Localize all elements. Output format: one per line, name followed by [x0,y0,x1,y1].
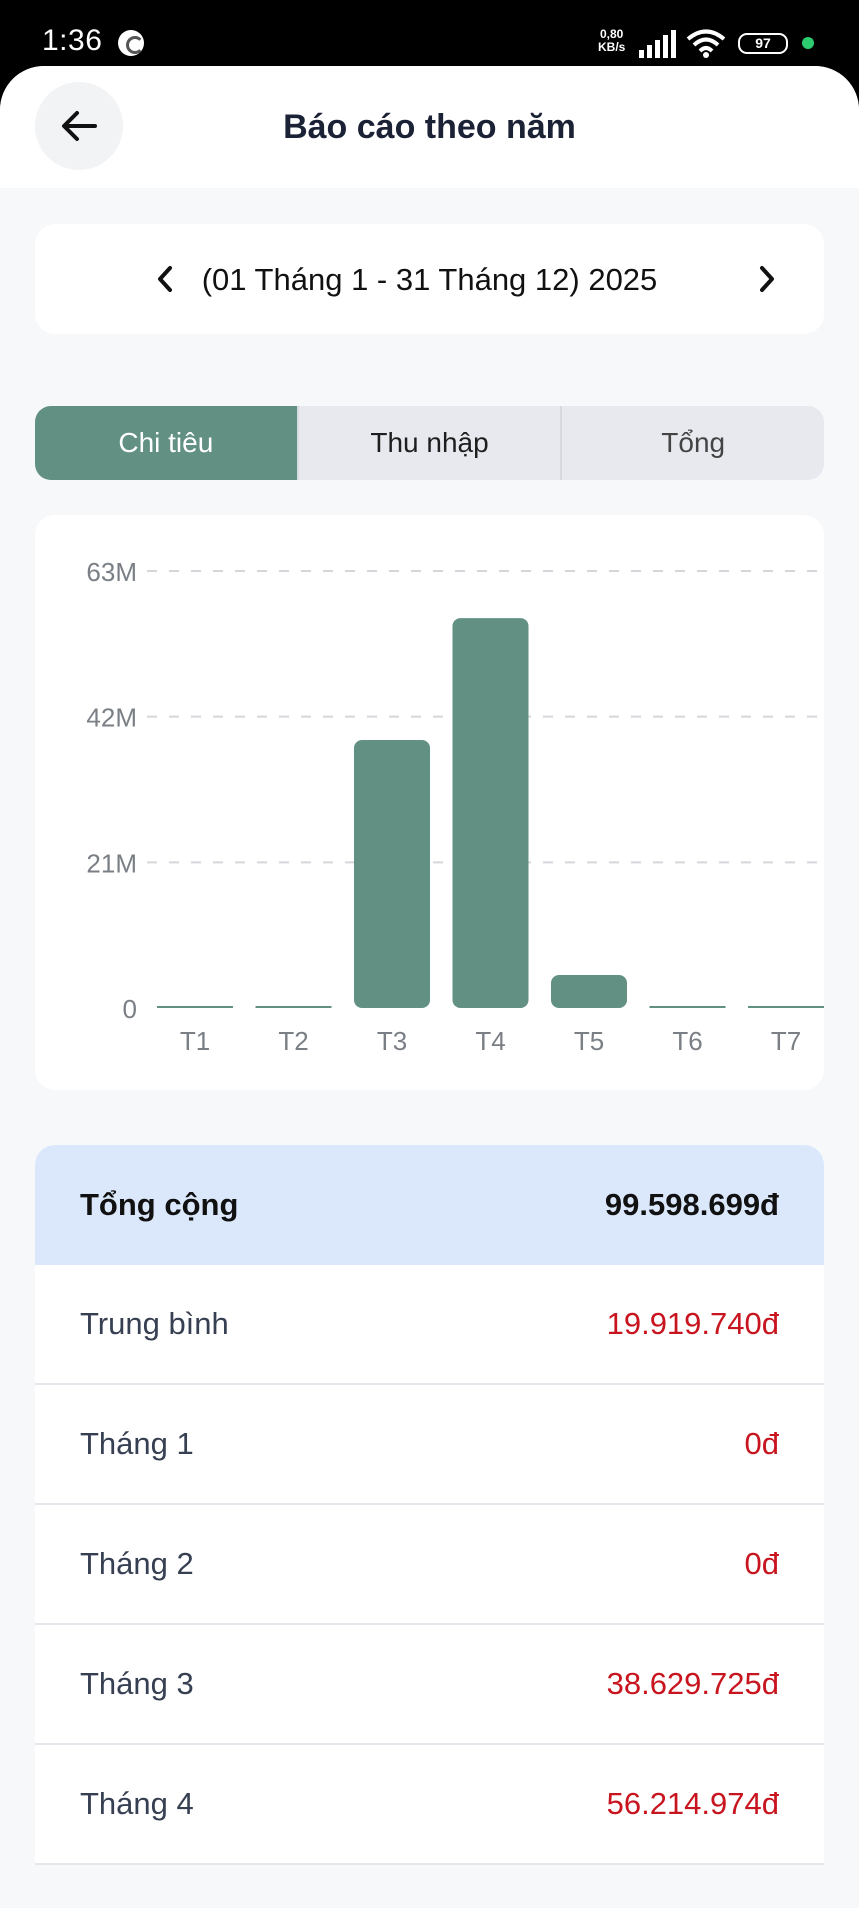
summary-table: Tổng cộng 99.598.699đ Trung bình 19.919.… [35,1145,824,1865]
x-tick-label: T6 [672,1026,702,1056]
date-range-selector: (01 Tháng 1 - 31 Tháng 12) 2025 [35,224,824,334]
x-tick-label: T7 [771,1026,801,1056]
chevron-left-icon [158,266,172,292]
average-value: 19.919.740đ [606,1306,779,1341]
bar [748,1006,824,1008]
x-tick-label: T1 [180,1026,210,1056]
bar [551,975,627,1008]
month-row[interactable]: Tháng 4 56.214.974đ [35,1745,824,1865]
month-label: Tháng 1 [80,1426,194,1461]
y-tick-label: 63M [86,557,137,587]
privacy-indicator-dot [802,37,814,49]
bar [354,740,430,1008]
month-value: 0đ [744,1546,779,1581]
month-row[interactable]: Tháng 1 0đ [35,1385,824,1505]
tab-thu-nhap[interactable]: Thu nhập [299,406,563,480]
average-label: Trung bình [80,1306,229,1341]
header: Báo cáo theo năm [0,66,859,188]
bar [452,618,529,1008]
wifi-icon [686,29,726,58]
network-speed-value: 0,80 [599,27,624,41]
network-speed-unit: KB/s [598,40,626,54]
next-year-button[interactable] [742,254,792,304]
month-label: Tháng 4 [80,1786,194,1821]
month-row[interactable]: Tháng 2 0đ [35,1505,824,1625]
x-tick-label: T2 [278,1026,308,1056]
month-label: Tháng 2 [80,1546,194,1581]
bar [649,1006,726,1008]
bar-chart: 0 21M 42M 63M T1 T2 T3 T4 T5 T6 T7 [35,515,824,1090]
battery-icon: 97 [738,33,788,54]
month-label: Tháng 3 [80,1666,194,1701]
total-value: 99.598.699đ [604,1187,779,1222]
total-label: Tổng cộng [80,1187,239,1222]
y-tick-label: 0 [123,994,137,1024]
tab-chi-tieu[interactable]: Chi tiêu [35,406,299,480]
x-tick-label: T3 [377,1026,407,1056]
page-title: Báo cáo theo năm [283,108,576,146]
y-tick-label: 42M [86,703,137,733]
network-speed: 0,80 KB/s [598,28,625,54]
signal-icon [639,30,676,58]
chevron-right-icon [760,266,774,292]
previous-year-button[interactable] [140,254,190,304]
date-range-label: (01 Tháng 1 - 31 Tháng 12) 2025 [201,262,658,297]
tab-tong[interactable]: Tổng [661,427,726,458]
status-time: 1:36 [42,24,103,57]
app-screen: Báo cáo theo năm (01 Tháng 1 - 31 Tháng … [0,66,859,1908]
chart-canvas: 0 21M 42M 63M T1 T2 T3 T4 T5 T6 T7 [86,557,824,1056]
report-type-tabs: Chi tiêu Thu nhập Tổng [35,406,824,480]
y-tick-label: 21M [86,848,137,878]
month-value: 56.214.974đ [606,1786,779,1821]
month-row[interactable]: Tháng 3 38.629.725đ [35,1625,824,1745]
app-notification-icon [118,30,144,56]
x-tick-label: T4 [475,1026,505,1056]
x-tick-label: T5 [574,1026,604,1056]
month-value: 38.629.725đ [606,1666,779,1701]
month-value: 0đ [744,1426,779,1461]
summary-row-total: Tổng cộng 99.598.699đ [35,1145,824,1265]
arrow-left-icon [62,111,97,141]
bar [255,1006,332,1008]
status-bar: 1:36 0,80 KB/s 97 [0,0,859,66]
back-button[interactable] [35,82,123,170]
bar [157,1006,233,1008]
summary-row-average: Trung bình 19.919.740đ [35,1265,824,1385]
